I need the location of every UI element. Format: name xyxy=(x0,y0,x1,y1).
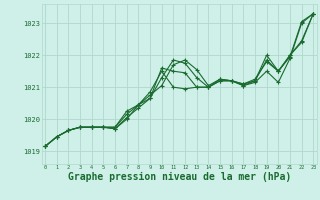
X-axis label: Graphe pression niveau de la mer (hPa): Graphe pression niveau de la mer (hPa) xyxy=(68,172,291,182)
